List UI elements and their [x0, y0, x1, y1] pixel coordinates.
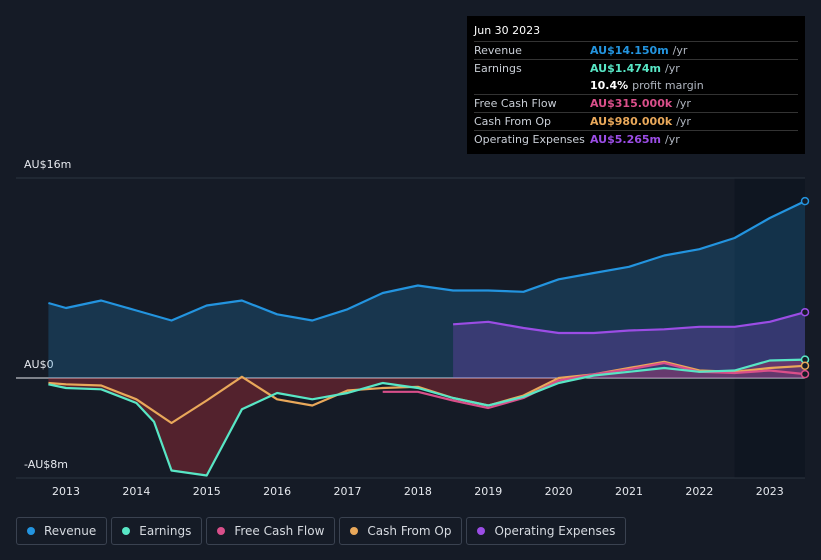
tooltip-unit: profit margin: [632, 79, 704, 92]
tooltip-unit: /yr: [665, 62, 680, 75]
end-point: [800, 361, 810, 370]
legend: Revenue Earnings Free Cash Flow Cash From O…: [16, 517, 627, 545]
tooltip-unit: /yr: [672, 44, 688, 57]
x-tick-label: 2023: [756, 485, 784, 498]
tooltip-row: Operating Expenses AU$5.265m/yr: [474, 130, 798, 148]
tooltip-row: Cash From Op AU$980.000k/yr: [474, 112, 798, 130]
legend-swatch: [477, 527, 486, 535]
x-tick-label: 2017: [334, 485, 362, 498]
series-line: [48, 358, 806, 477]
x-tick-label: 2014: [122, 485, 150, 498]
x-tick-label: 2018: [404, 485, 432, 498]
end-point: [800, 196, 810, 206]
tooltip-unit: /yr: [665, 133, 680, 146]
series-line: [48, 360, 806, 425]
legend-item[interactable]: Earnings: [111, 517, 203, 545]
highlight-region: [734, 178, 805, 478]
tooltip-value: AU$14.150m: [590, 44, 669, 57]
tooltip: Jun 30 2023 Revenue AU$14.150m/yr Earnings A…: [467, 16, 805, 154]
tooltip-date: Jun 30 2023: [474, 24, 541, 37]
legend-label: Earnings: [139, 524, 192, 538]
tooltip-label: Operating Expenses: [474, 133, 585, 146]
end-point: [800, 307, 810, 317]
x-tick-label: 2020: [545, 485, 573, 498]
x-tick-label: 2021: [615, 485, 643, 498]
legend-item[interactable]: Operating Expenses: [466, 517, 627, 545]
tooltip-value: AU$5.265m: [590, 133, 662, 146]
series-area: [453, 312, 805, 378]
tooltip-label: Earnings: [474, 62, 522, 75]
tooltip-row: Earnings AU$1.474m/yr: [474, 59, 798, 77]
tooltip-value: AU$1.474m: [590, 62, 662, 75]
legend-label: Free Cash Flow: [234, 524, 325, 538]
tooltip-label: Free Cash Flow: [474, 97, 557, 110]
x-tick-label: 2013: [52, 485, 80, 498]
tooltip-row: 10.4% profit margin: [474, 77, 798, 94]
legend-swatch: [217, 527, 226, 535]
end-point: [800, 369, 810, 379]
x-tick-label: 2016: [263, 485, 291, 498]
series-line: [382, 361, 806, 410]
tooltip-value: AU$980.000k: [590, 115, 673, 128]
x-tick-label: 2019: [474, 485, 502, 498]
legend-swatch: [27, 527, 35, 535]
series-area: [48, 359, 805, 476]
legend-item[interactable]: Free Cash Flow: [206, 517, 336, 545]
legend-label: Operating Expenses: [494, 524, 616, 538]
tooltip-row: Revenue AU$14.150m/yr: [474, 41, 798, 59]
x-tick-label: 2015: [193, 485, 221, 498]
y-tick-label: AU$16m: [24, 158, 71, 171]
legend-label: Cash From Op: [367, 524, 452, 538]
tooltip-label: Cash From Op: [474, 115, 552, 128]
tooltip-unit: /yr: [676, 97, 691, 110]
legend-swatch: [122, 527, 131, 535]
series-line: [453, 311, 806, 335]
series-area: [48, 201, 805, 378]
legend-swatch: [350, 527, 359, 535]
tooltip-label: Revenue: [474, 44, 522, 57]
x-tick-label: 2022: [685, 485, 713, 498]
y-tick-label: -AU$8m: [24, 458, 68, 471]
legend-item[interactable]: Revenue: [16, 517, 108, 545]
series-line: [48, 200, 806, 322]
tooltip-unit: /yr: [676, 115, 691, 128]
tooltip-value: 10.4%: [590, 79, 629, 92]
tooltip-row: Free Cash Flow AU$315.000k/yr: [474, 94, 798, 112]
tooltip-value: AU$315.000k: [590, 97, 673, 110]
y-tick-label: AU$0: [24, 358, 54, 371]
legend-item[interactable]: Cash From Op: [339, 517, 463, 545]
legend-label: Revenue: [44, 524, 97, 538]
